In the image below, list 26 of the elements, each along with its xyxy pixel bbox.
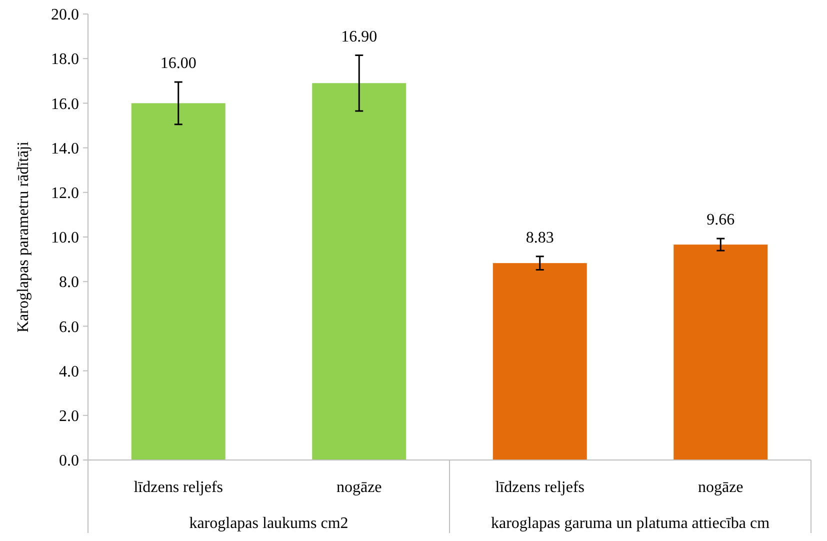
data-label: 16.90 xyxy=(341,28,378,46)
text: karoglapas garuma un platuma attiecība cm xyxy=(490,515,770,532)
data-label: 8.83 xyxy=(526,229,554,246)
data-label: 9.66 xyxy=(706,212,735,229)
y-axis-title: Karoglapas parametru rādītāji xyxy=(15,140,32,333)
y-tick-label: 18.0 xyxy=(51,51,79,68)
y-tick-label: 6.0 xyxy=(59,318,79,336)
y-tick-label: 16.0 xyxy=(51,96,79,113)
y-tick-label: 14.0 xyxy=(51,140,79,158)
x-tick-label: līdzens reljefs xyxy=(134,479,224,496)
x-tick-label: nogāze xyxy=(336,479,382,496)
y-tick-label: 20.0 xyxy=(51,6,79,24)
bar xyxy=(492,263,587,460)
bar xyxy=(131,103,226,460)
y-tick-label: 4.0 xyxy=(59,363,79,380)
bar xyxy=(312,83,406,460)
y-tick-label: 0.0 xyxy=(59,452,79,470)
y-tick-label: 12.0 xyxy=(51,185,79,202)
bar xyxy=(674,244,768,460)
data-label: 16.00 xyxy=(160,55,196,72)
y-tick-label: 10.0 xyxy=(51,230,79,247)
x-tick-label: līdzens reljefs xyxy=(495,479,585,496)
text: karoglapas laukums cm2 xyxy=(189,515,348,532)
y-tick-label: 2.0 xyxy=(59,408,79,425)
y-tick-label: 8.0 xyxy=(59,274,79,292)
x-tick-label: nogāze xyxy=(698,479,744,496)
